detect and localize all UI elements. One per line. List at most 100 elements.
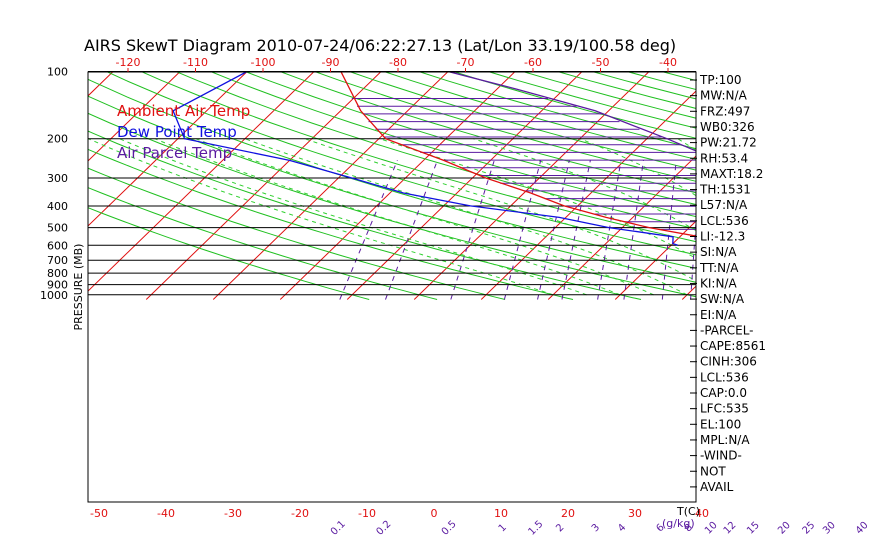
- bottom-temp-tick-label: 40: [695, 507, 709, 520]
- mixing-ratio-label: 2: [554, 522, 566, 534]
- mixing-ratio-label: 15: [745, 520, 762, 537]
- cape-shading: [351, 98, 696, 230]
- mixing-ratio-line: [503, 160, 542, 300]
- plot-frame: [87, 71, 697, 503]
- pressure-tick-label: 300: [47, 172, 68, 185]
- index-value: -WIND-: [700, 449, 742, 463]
- top-temp-tick-label: -120: [116, 56, 141, 69]
- index-value: KI:N/A: [700, 276, 737, 290]
- bottom-temp-tick-label: 10: [494, 507, 508, 520]
- mixing-ratio-label: 30: [821, 520, 838, 537]
- profile-lines: [172, 72, 696, 246]
- bottom-temp-tick-label: 0: [431, 507, 438, 520]
- top-temp-tick-label: -50: [592, 56, 610, 69]
- index-value: AVAIL: [700, 480, 734, 494]
- bottom-temp-tick-label: 20: [561, 507, 575, 520]
- index-value: SI:N/A: [700, 245, 737, 259]
- index-value: TT:N/A: [699, 261, 739, 275]
- index-value: SW:N/A: [700, 292, 745, 306]
- pressure-tick-label: 1000: [40, 289, 68, 302]
- isotherm-line: [749, 61, 870, 299]
- bottom-temp-tick-label: -50: [90, 507, 108, 520]
- moist-adiabat: [754, 139, 870, 295]
- series-line-1: [172, 72, 679, 246]
- pressure-tick-label: 500: [47, 222, 68, 235]
- pressure-tick-label: 400: [47, 200, 68, 213]
- index-value: MW:N/A: [700, 89, 748, 103]
- dry-adiabat: [88, 95, 696, 283]
- index-value: CAP:0.0: [700, 386, 747, 400]
- dry-adiabat: [88, 207, 370, 300]
- mixing-ratio-label: 3: [590, 522, 602, 534]
- y-axis-label: PRESSURE (MB): [72, 244, 85, 331]
- x-axis-label: T(C): [676, 505, 700, 518]
- top-temp-tick-label: -40: [659, 56, 677, 69]
- mixing-ratio-label: 4: [616, 522, 628, 534]
- series-line-2: [447, 72, 696, 152]
- top-temp-tick-label: -110: [183, 56, 208, 69]
- mixing-ratio-label: 1: [497, 522, 509, 534]
- bottom-temp-tick-label: 30: [628, 507, 642, 520]
- moist-adiabat: [244, 138, 688, 296]
- mixing-ratio-line: [385, 160, 438, 300]
- dry-adiabat: [175, 72, 696, 230]
- mixing-ratio-label: 10: [703, 520, 720, 537]
- dry-adiabat: [279, 72, 696, 194]
- index-value: EL:100: [700, 417, 741, 431]
- mixing-ratio-label: 20: [776, 520, 793, 537]
- mixing-ratio-label: 40: [854, 520, 870, 537]
- mixing-ratio-line: [623, 160, 644, 300]
- index-value: -PARCEL-: [700, 323, 754, 337]
- mixing-ratio-unit: (g/kg): [662, 517, 695, 530]
- index-value: LFC:535: [700, 402, 749, 416]
- mixing-ratio-line: [597, 160, 622, 300]
- legend-entry: Air Parcel Temp: [117, 144, 232, 162]
- index-value: TH:1531: [699, 183, 751, 197]
- series-line-0: [340, 72, 696, 237]
- moist-adiabat: [195, 138, 654, 296]
- chart-title: AIRS SkewT Diagram 2010-07-24/06:22:27.1…: [84, 36, 676, 55]
- mixing-ratio-label: 0.5: [440, 519, 459, 538]
- index-value: PW:21.72: [700, 136, 757, 150]
- isotherm-line: [346, 72, 583, 300]
- mixing-ratio-label: 12: [722, 520, 739, 537]
- mixing-ratio-label: 0.1: [329, 519, 348, 538]
- pressure-tick-label: 800: [47, 267, 68, 280]
- top-temp-tick-label: -100: [251, 56, 276, 69]
- dry-adiabat: [106, 72, 696, 256]
- mixing-ratio-line: [690, 214, 696, 300]
- pressure-tick-label: 900: [47, 279, 68, 292]
- mixing-ratio-label: 1.5: [526, 519, 545, 538]
- moist-adiabat: [119, 138, 587, 296]
- dry-adiabat: [88, 187, 438, 300]
- pressure-tick-label: 600: [47, 239, 68, 252]
- index-value: MPL:N/A: [700, 433, 750, 447]
- dry-adiabat: [418, 72, 696, 150]
- legend-entry: Dew Point Temp: [117, 123, 237, 141]
- index-value: LCL:536: [700, 370, 749, 384]
- index-value: LI:-12.3: [700, 230, 745, 244]
- mixing-ratio-line: [802, 160, 811, 299]
- dry-adiabat: [88, 130, 642, 300]
- top-temp-tick-label: -90: [322, 56, 340, 69]
- dry-adiabat: [88, 112, 696, 298]
- index-value: FRZ:497: [700, 104, 750, 118]
- index-value: MAXT:18.2: [700, 167, 763, 181]
- mixing-ratio-line: [781, 160, 786, 299]
- legend: Ambient Air Temp Dew Point Temp Air Parcel…: [117, 102, 250, 162]
- index-value: RH:53.4: [700, 151, 748, 165]
- mixing-ratio-line: [847, 160, 865, 299]
- isotherm-line: [88, 72, 181, 162]
- legend-entry: Ambient Air Temp: [117, 102, 250, 120]
- top-temp-tick-label: -70: [457, 56, 475, 69]
- bottom-temp-tick-label: -10: [358, 507, 376, 520]
- isotherm-line: [145, 72, 382, 300]
- top-temp-tick-label: -80: [389, 56, 407, 69]
- dry-adiabat: [88, 78, 696, 269]
- top-temp-tick-label: -60: [524, 56, 542, 69]
- mixing-ratio-line: [537, 160, 570, 300]
- index-value: TP:100: [699, 73, 742, 87]
- dry-adiabat: [88, 167, 506, 300]
